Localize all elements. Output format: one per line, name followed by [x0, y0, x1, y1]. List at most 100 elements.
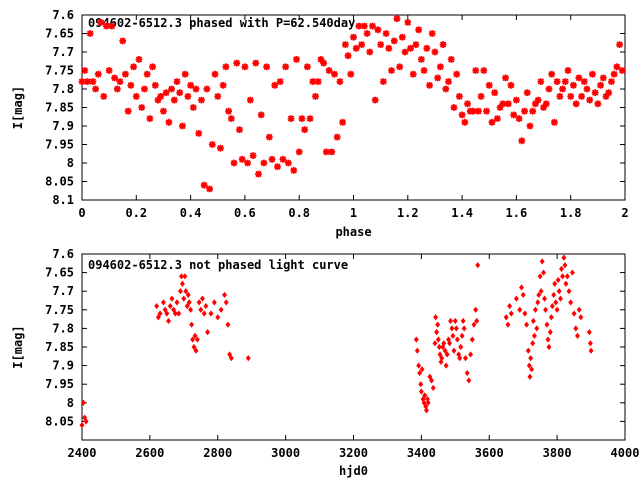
data-point: [135, 56, 143, 63]
y-tick-label: 8.05: [45, 414, 74, 428]
data-point: [415, 26, 423, 34]
x-tick-label: 2800: [203, 446, 232, 460]
data-point: [502, 74, 509, 82]
data-point: [124, 107, 132, 115]
data-point: [553, 78, 561, 85]
data-point: [369, 22, 376, 30]
x-tick-label: 3000: [271, 446, 300, 460]
data-point: [535, 299, 541, 306]
data-point: [605, 89, 613, 97]
data-point: [214, 93, 222, 100]
data-point: [578, 314, 584, 321]
data-point: [154, 96, 162, 104]
data-point: [78, 78, 86, 85]
data-point: [469, 336, 475, 343]
data-point: [576, 306, 582, 313]
data-point: [396, 63, 404, 71]
data-point: [413, 336, 419, 343]
data-point: [523, 89, 531, 97]
data-point: [217, 144, 224, 152]
data-point: [441, 340, 447, 347]
x-tick-label: 3800: [543, 446, 572, 460]
y-tick-label: 7.65: [45, 27, 74, 41]
data-point: [548, 70, 556, 78]
data-point: [531, 332, 537, 339]
data-point: [245, 355, 251, 362]
data-point: [344, 52, 352, 60]
data-point: [333, 133, 341, 141]
data-point: [81, 67, 89, 74]
data-point: [449, 325, 455, 332]
data-point: [132, 93, 140, 100]
data-point: [493, 115, 501, 122]
x-tick-label: 3400: [407, 446, 436, 460]
data-point: [416, 362, 422, 369]
data-point: [182, 273, 188, 280]
data-point: [546, 343, 552, 351]
data-point: [111, 74, 118, 82]
data-point: [263, 63, 271, 71]
data-point: [227, 115, 235, 122]
data-point: [192, 332, 198, 339]
data-point: [382, 30, 390, 37]
data-point: [423, 44, 431, 52]
data-point: [521, 107, 528, 115]
data-point: [537, 273, 543, 280]
data-point: [427, 373, 433, 380]
y-tick-label: 7.95: [45, 377, 74, 391]
data-point: [201, 310, 207, 317]
data-point: [473, 306, 479, 313]
data-point: [522, 310, 528, 317]
data-point: [556, 93, 564, 100]
x-tick-label: 3200: [339, 446, 368, 460]
data-point: [454, 336, 460, 343]
data-point: [445, 78, 452, 85]
data-point: [515, 115, 523, 122]
data-point: [443, 362, 449, 369]
data-point: [186, 299, 192, 306]
data-point: [450, 104, 458, 111]
data-point: [339, 118, 347, 126]
data-point: [483, 107, 490, 115]
data-point: [586, 329, 592, 336]
data-point: [554, 306, 560, 313]
data-point: [195, 130, 203, 137]
data-point: [434, 329, 440, 336]
data-point: [573, 325, 579, 332]
data-point: [529, 366, 535, 373]
data-point: [528, 355, 534, 362]
data-point: [303, 63, 311, 71]
data-point: [154, 302, 160, 310]
y-tick-label: 8: [67, 396, 74, 410]
data-point: [97, 19, 105, 26]
data-point: [538, 288, 544, 295]
data-point: [580, 78, 588, 85]
data-point: [564, 67, 572, 74]
chart-title: 094602-6512.3 not phased light curve: [88, 258, 348, 272]
data-point: [257, 111, 265, 119]
y-tick-label: 7.6: [52, 8, 74, 22]
data-point: [496, 104, 504, 111]
phased-light-curve-panel: 0 0.2 0.4 0.6 0.8 1 1.2 1.4 1.6 1.8 2 7.6 7.65 7.7 7.7…: [11, 8, 629, 239]
data-point: [439, 41, 447, 48]
data-point: [551, 291, 557, 299]
data-point: [179, 122, 186, 130]
data-point: [138, 104, 146, 111]
data-point: [203, 85, 211, 93]
data-point: [453, 325, 459, 332]
data-point: [534, 96, 542, 104]
data-point: [442, 347, 448, 354]
x-axis-label: hjd0: [339, 464, 368, 478]
data-point: [591, 89, 599, 97]
data-point: [524, 321, 530, 328]
data-point: [549, 302, 555, 310]
data-point: [211, 70, 219, 78]
y-tick-label: 7.9: [52, 359, 74, 373]
data-point: [393, 15, 401, 23]
y-axis-label: I[mag]: [11, 325, 25, 368]
data-point: [447, 340, 453, 347]
data-point: [510, 111, 518, 119]
data-point: [170, 96, 178, 104]
x-tick-label: 0: [78, 206, 85, 220]
data-point: [219, 81, 227, 89]
